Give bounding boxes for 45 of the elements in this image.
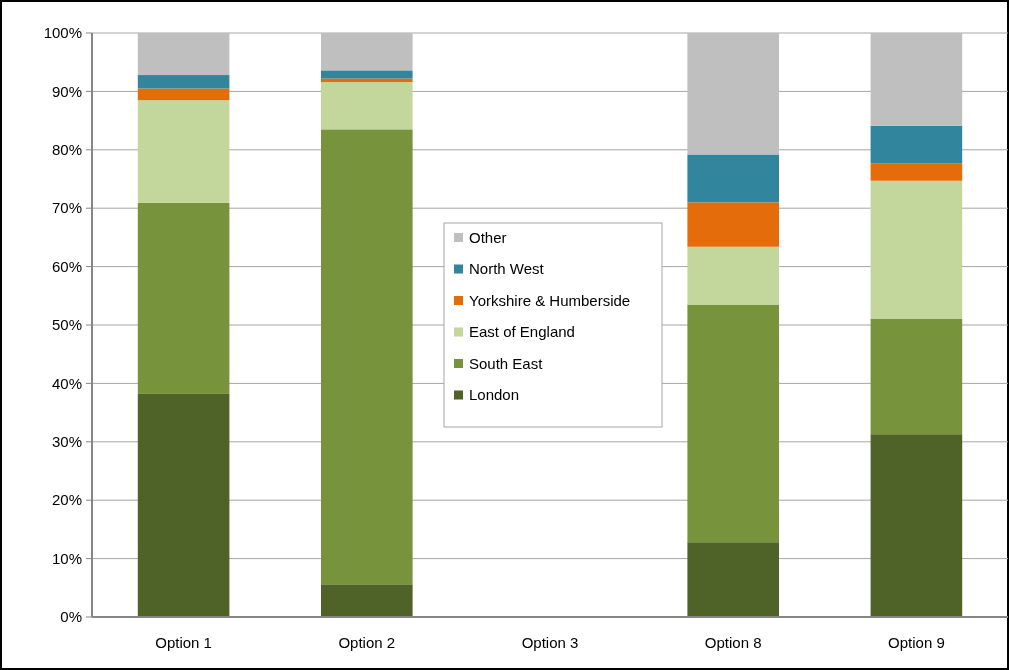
bar	[870, 33, 963, 126]
bar	[687, 304, 779, 543]
bar	[137, 75, 230, 89]
bar	[870, 434, 963, 617]
bar	[870, 180, 963, 319]
y-tick-label: 30%	[51, 433, 82, 451]
legend-label: North West	[469, 260, 545, 277]
bar	[321, 129, 413, 585]
bar	[137, 88, 230, 101]
y-tick-label: 50%	[51, 316, 82, 334]
x-tick-label: Option 1	[155, 634, 212, 651]
bar	[687, 202, 779, 247]
y-tick-label: 100%	[43, 24, 82, 42]
y-tick-label: 20%	[51, 491, 82, 509]
bar	[870, 125, 963, 164]
bar	[321, 33, 413, 71]
y-tick-label: 90%	[51, 82, 82, 100]
x-tick-label: Option 8	[704, 634, 762, 651]
y-tick-label: 80%	[51, 141, 82, 159]
legend-label: South East	[469, 354, 544, 372]
bar	[321, 70, 413, 79]
bar	[137, 393, 230, 617]
bar	[137, 100, 230, 203]
y-tick-label: 70%	[51, 199, 82, 217]
bar	[687, 33, 779, 155]
x-tick-label: Option 9	[888, 634, 945, 651]
bar	[687, 154, 779, 203]
bar	[687, 542, 779, 617]
legend-label: Other	[469, 228, 507, 246]
x-tick-label: Option 3	[521, 634, 579, 651]
bar	[137, 202, 230, 394]
y-tick-label: 60%	[51, 257, 82, 275]
legend-label: London	[469, 386, 520, 403]
y-tick-label: 40%	[51, 374, 82, 392]
y-tick-label: 10%	[51, 549, 82, 567]
bar	[870, 318, 963, 435]
bar	[321, 584, 413, 617]
bar	[870, 163, 963, 181]
bar	[687, 246, 779, 305]
bar	[321, 82, 413, 130]
legend-label: Yorkshire & Humberside	[469, 291, 631, 309]
bar	[137, 33, 230, 76]
x-tick-label: Option 2	[338, 634, 396, 651]
y-tick-label: 0%	[60, 608, 82, 626]
legend-label: East of England	[469, 323, 575, 340]
